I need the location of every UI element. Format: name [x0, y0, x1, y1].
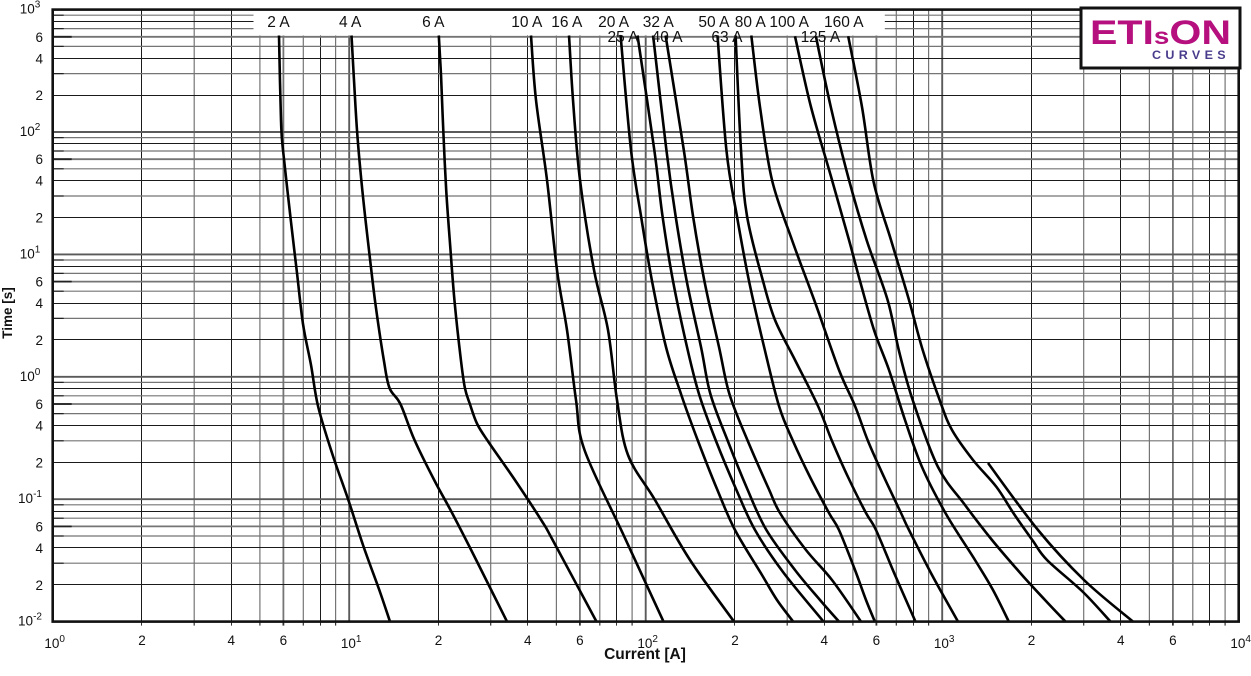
svg-text:2: 2: [35, 455, 43, 470]
svg-text:4: 4: [227, 633, 235, 648]
svg-text:4 A: 4 A: [339, 14, 362, 31]
svg-text:100 A: 100 A: [769, 14, 809, 31]
svg-text:2: 2: [138, 633, 146, 648]
svg-text:Current [A]: Current [A]: [604, 646, 686, 663]
svg-text:2: 2: [731, 633, 739, 648]
svg-text:160 A: 160 A: [824, 14, 864, 31]
svg-text:16 A: 16 A: [551, 14, 583, 31]
svg-text:2: 2: [435, 633, 443, 648]
svg-text:63 A: 63 A: [711, 29, 743, 46]
svg-text:4: 4: [524, 633, 532, 648]
svg-text:6: 6: [35, 275, 43, 290]
svg-text:6: 6: [873, 633, 881, 648]
svg-text:6 A: 6 A: [422, 14, 445, 31]
svg-text:6: 6: [1169, 633, 1177, 648]
svg-text:80 A: 80 A: [735, 14, 767, 31]
svg-text:25 A: 25 A: [607, 29, 639, 46]
svg-text:4: 4: [35, 51, 43, 66]
svg-text:6: 6: [35, 397, 43, 412]
svg-text:2: 2: [1028, 633, 1036, 648]
svg-text:10 A: 10 A: [511, 14, 543, 31]
svg-text:6: 6: [35, 152, 43, 167]
svg-text:4: 4: [35, 419, 43, 434]
svg-text:20 A: 20 A: [598, 14, 630, 31]
svg-text:2: 2: [35, 88, 43, 103]
svg-text:40 A: 40 A: [652, 29, 684, 46]
svg-text:4: 4: [35, 541, 43, 556]
svg-text:2: 2: [35, 333, 43, 348]
svg-text:6: 6: [35, 30, 43, 45]
svg-text:2 A: 2 A: [267, 14, 290, 31]
svg-text:4: 4: [1117, 633, 1125, 648]
svg-text:4: 4: [820, 633, 828, 648]
svg-text:2: 2: [35, 578, 43, 593]
svg-text:2: 2: [35, 211, 43, 226]
svg-text:CURVES: CURVES: [1152, 50, 1230, 62]
svg-text:4: 4: [35, 296, 43, 311]
svg-text:125 A: 125 A: [801, 29, 841, 46]
svg-text:32 A: 32 A: [643, 14, 675, 31]
svg-text:6: 6: [35, 519, 43, 534]
svg-text:50 A: 50 A: [698, 14, 730, 31]
svg-text:4: 4: [35, 174, 43, 189]
svg-text:6: 6: [280, 633, 288, 648]
svg-text:6: 6: [576, 633, 584, 648]
svg-text:Time [s]: Time [s]: [0, 287, 15, 339]
